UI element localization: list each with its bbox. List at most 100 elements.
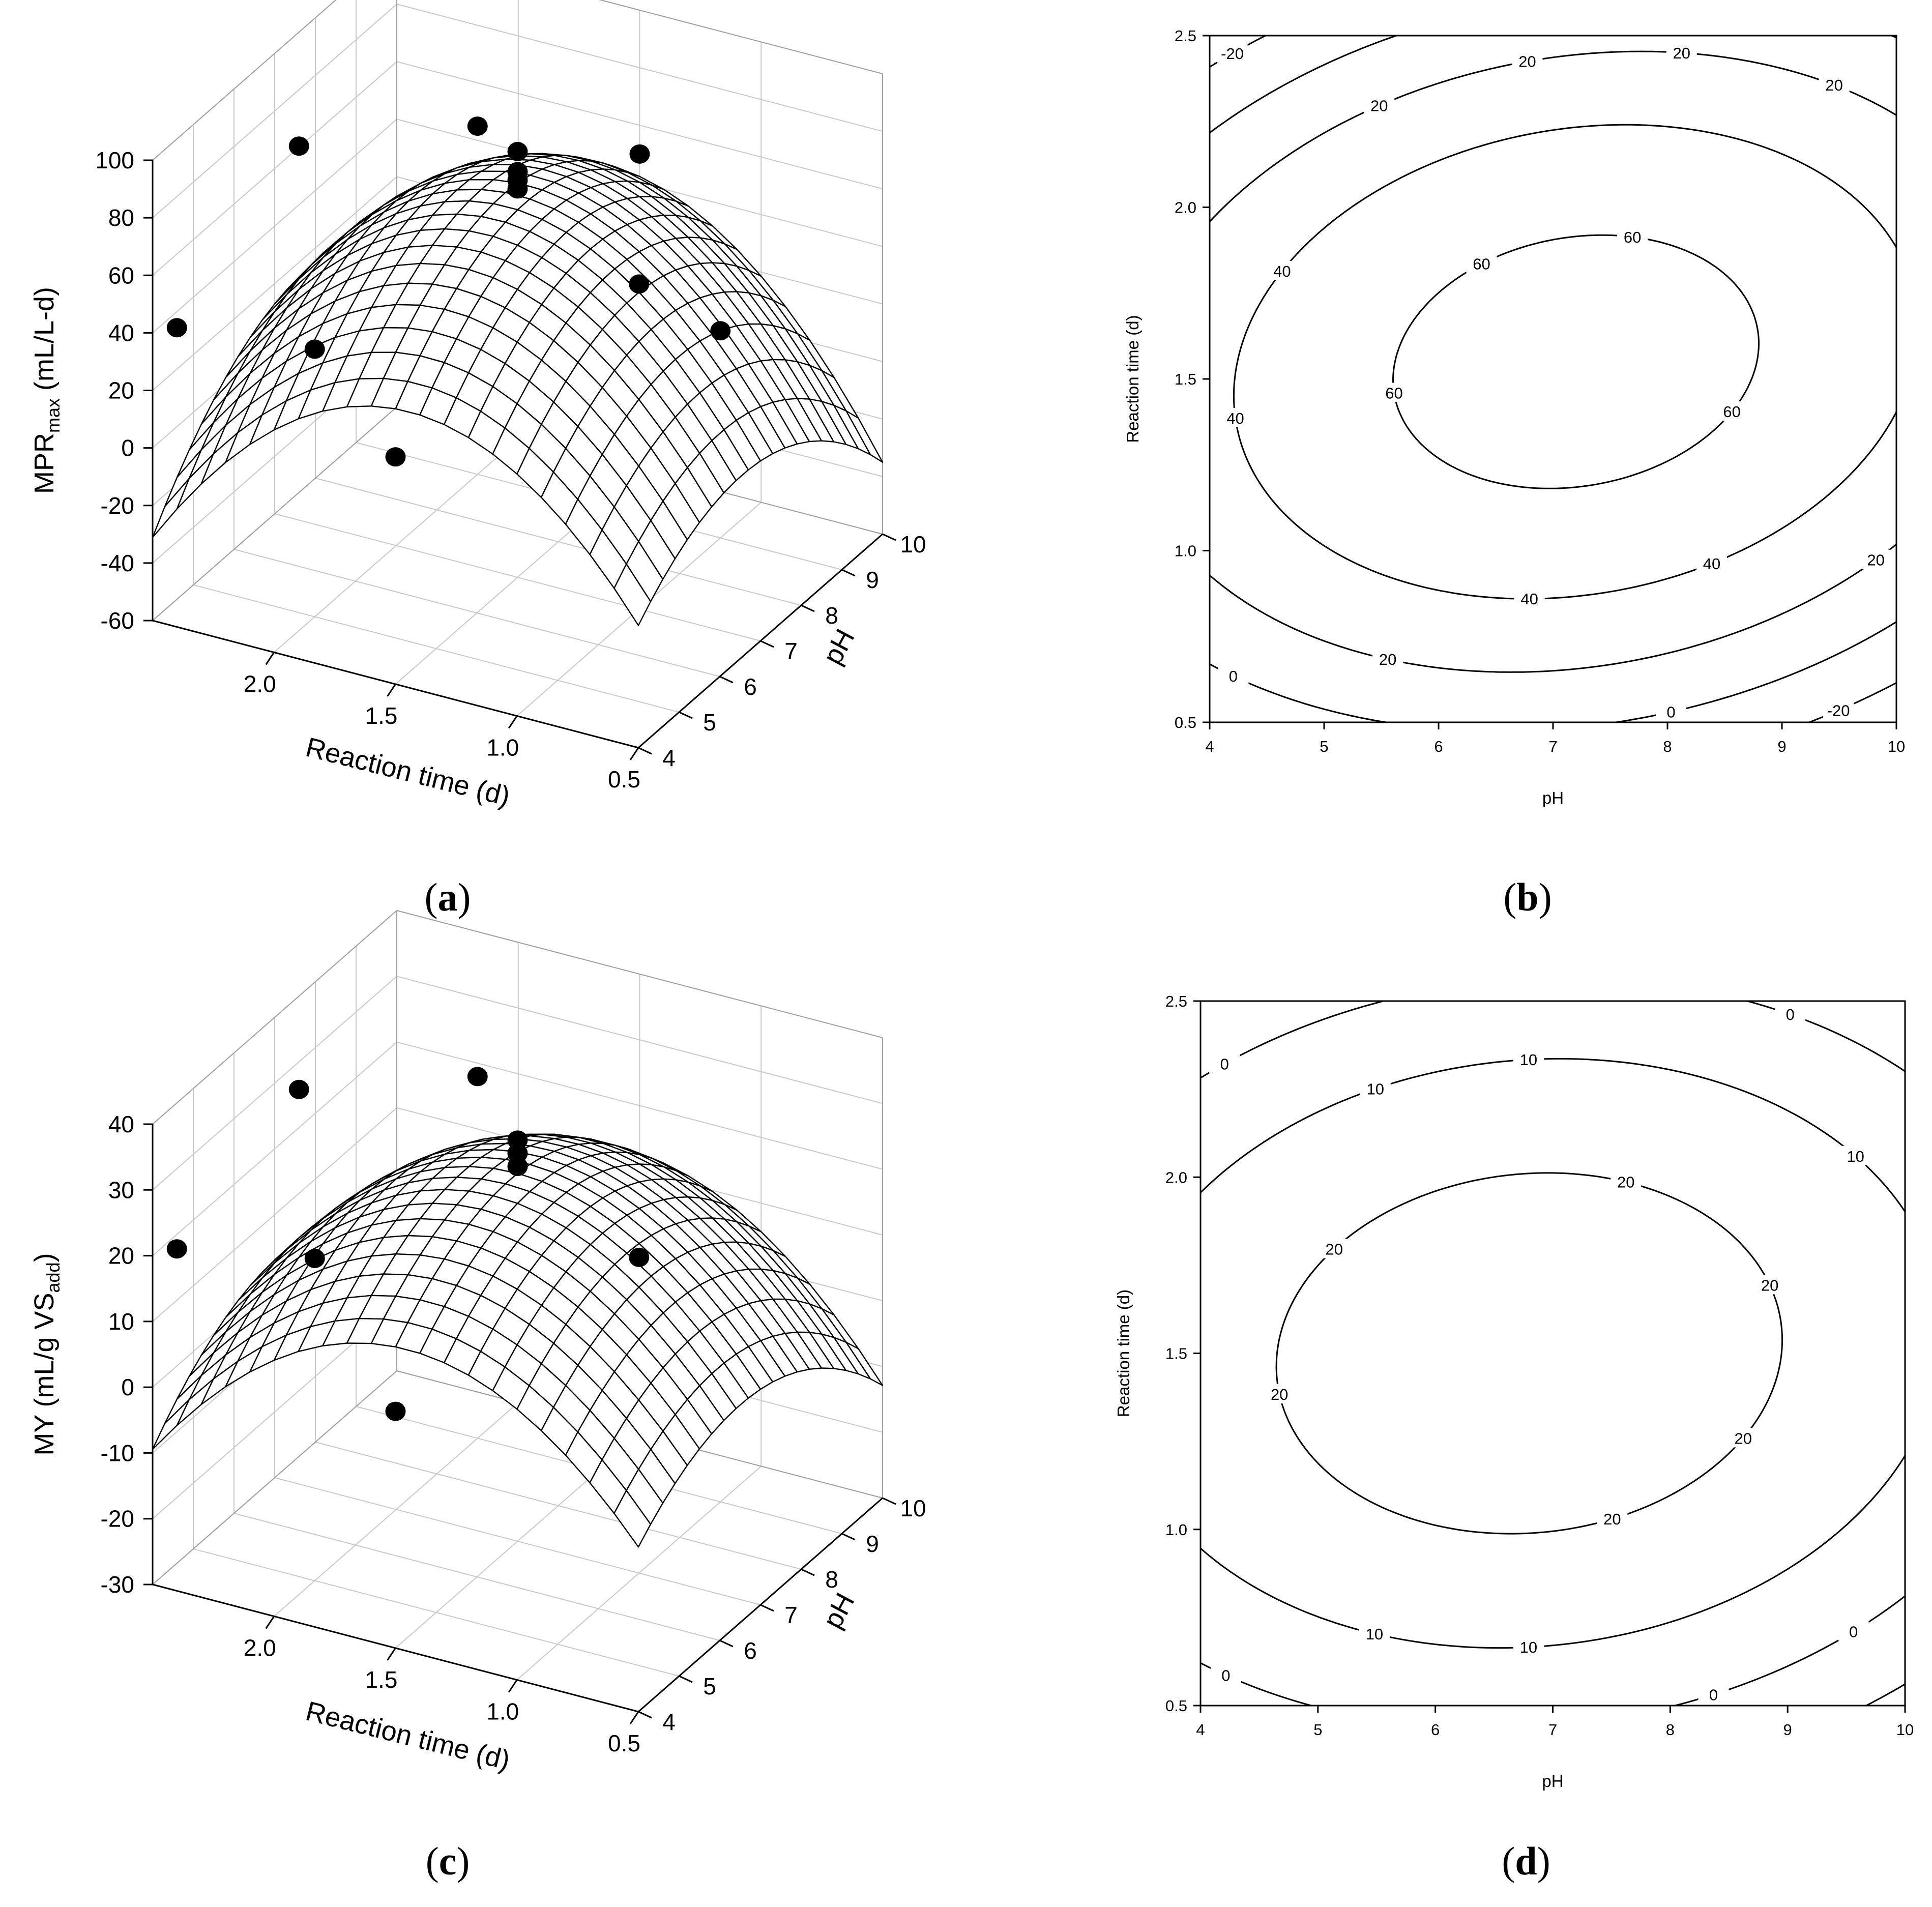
x-tick-label: 5 <box>1313 1721 1322 1739</box>
contour-line <box>1209 50 1897 673</box>
axis-edge <box>599 0 883 74</box>
contour-label-bg <box>1512 51 1543 71</box>
contour-label: 0 <box>1849 1623 1858 1640</box>
contour-label: 60 <box>1723 403 1740 421</box>
contour-label-bg <box>1359 1623 1390 1643</box>
z-tick-label: 40 <box>108 1111 134 1137</box>
panel-label: (d) <box>1502 1839 1550 1883</box>
contour-label-bg <box>1379 383 1410 402</box>
surface-mesh <box>152 153 884 626</box>
contour-label: 20 <box>1518 53 1536 71</box>
x-axis-title: pH <box>1542 1772 1563 1791</box>
contour-label-bg <box>1210 1665 1241 1685</box>
y-tick-label: 1.5 <box>1175 370 1196 388</box>
tick-marks <box>1193 1000 1906 1713</box>
x-tick <box>387 684 396 697</box>
x-tick-label: 5 <box>1320 738 1328 755</box>
data-point <box>629 274 650 294</box>
data-point <box>710 321 731 341</box>
x-tick <box>387 1648 396 1661</box>
y-tick <box>841 1533 856 1541</box>
contour-line <box>1200 1000 1906 1707</box>
y-tick-label: 5 <box>703 709 716 736</box>
gridline <box>233 549 720 677</box>
contour-label-bg <box>1513 1049 1544 1069</box>
contour-line <box>1209 35 1897 723</box>
gridline <box>233 1513 720 1641</box>
panel-label-letter: a <box>438 875 458 919</box>
y-tick <box>801 1568 815 1576</box>
contour-label: 60 <box>1473 255 1490 273</box>
x-tick-label: 7 <box>1548 1721 1557 1739</box>
y-tick-label: 8 <box>825 1566 838 1593</box>
contour-label: 40 <box>1520 590 1538 608</box>
z-axis-title-sub: add <box>43 1262 64 1293</box>
y-tick <box>760 640 774 648</box>
contour-label: 10 <box>1520 1051 1537 1069</box>
contour-label-bg <box>1840 1146 1871 1165</box>
y-tick-label: 8 <box>825 602 838 629</box>
z-tick-label: 30 <box>108 1177 134 1203</box>
contour-label: 20 <box>1379 651 1396 668</box>
contour-label-bg <box>1775 1004 1806 1024</box>
contour-label: 20 <box>1271 1386 1288 1403</box>
y-tick <box>719 1639 734 1648</box>
panel-label-letter: b <box>1516 875 1538 919</box>
axis-edge <box>152 910 397 1125</box>
data-point <box>629 144 650 164</box>
gridline <box>315 478 802 606</box>
contour-label: 0 <box>1666 703 1675 721</box>
contour-line <box>1209 35 1897 723</box>
x-tick-label: 9 <box>1783 1721 1792 1739</box>
contour-label-bg <box>1364 95 1395 115</box>
plot-frame <box>1199 1000 1906 1707</box>
panel-c-surface-plot: -30 -20 -10 0 10 20 30 40 0.5 1.0 1.5 2.0 4 5 6 7 8 9 10 Re… <box>29 910 926 1883</box>
contour-label-bg <box>1220 408 1251 428</box>
y-tick <box>638 747 652 755</box>
contour-label-bg <box>1513 1637 1544 1657</box>
y-axis-title: Reaction time (d) <box>1114 1289 1133 1417</box>
y-tick-label: 2.5 <box>1165 992 1187 1010</box>
panel-label: (b) <box>1503 875 1552 919</box>
contour-label-bg <box>1617 226 1648 246</box>
panel-d-contour-plot: 0 0 0 0 0 10 10 10 10 10 20 20 20 20 20 20 4 5 6 7 8 9 10 0.5 1.… <box>1114 992 1914 1883</box>
data-point <box>304 339 325 359</box>
x-tick <box>629 1711 639 1724</box>
z-axis-title-sub: max <box>43 398 64 433</box>
z-tick-label: -20 <box>101 1506 134 1532</box>
gridline <box>193 1548 680 1677</box>
y-axis-title: Reaction time (d) <box>1123 315 1142 443</box>
panel-label-open: ( <box>425 875 438 919</box>
tick-marks <box>143 159 896 760</box>
data-point <box>467 116 488 136</box>
x-tick-label: 2.0 <box>244 1635 276 1661</box>
panel-label-open: ( <box>1503 875 1516 919</box>
contour-label: 40 <box>1226 409 1244 427</box>
contour-label: 20 <box>1325 1241 1342 1258</box>
contour-label-bg <box>1716 401 1747 421</box>
y-tick-label: 6 <box>744 1637 757 1664</box>
z-tick-label: -10 <box>101 1440 134 1466</box>
data-point <box>507 141 528 161</box>
contour-label: 20 <box>1370 97 1388 115</box>
contour-line <box>1275 1172 1783 1535</box>
contour-label: 0 <box>1709 1686 1718 1704</box>
panel-b-contour-plot: -20 -20 0 0 20 20 20 20 20 20 40 40 40 40 60 60 60 60 4 5 6 7… <box>1123 27 1905 919</box>
x-tick <box>629 747 639 760</box>
x-tick <box>508 1679 518 1693</box>
contour-label: 10 <box>1847 1148 1864 1165</box>
data-point <box>385 1401 406 1421</box>
y-tick-label: 7 <box>784 1602 798 1628</box>
x-axis-title: Reaction time (d) <box>303 732 513 812</box>
contour-label: -20 <box>1827 702 1850 720</box>
y-tick-label: 4 <box>662 1709 676 1735</box>
x-tick-label: 4 <box>1196 1721 1205 1739</box>
z-axis-title-main: MY (mL/g VS <box>29 1293 60 1455</box>
y-tick-label: 9 <box>866 567 879 593</box>
x-tick-label: 0.5 <box>608 1730 640 1756</box>
x-tick-label: 1.5 <box>365 1666 398 1693</box>
surface-cell <box>152 478 190 538</box>
y-tick <box>801 604 815 612</box>
x-tick-label: 7 <box>1548 738 1557 755</box>
